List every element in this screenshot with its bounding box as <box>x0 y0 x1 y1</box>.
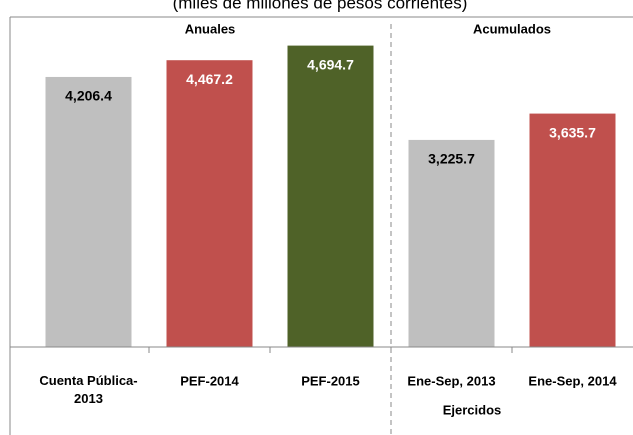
bar <box>408 139 495 347</box>
x-tick-label: PEF-2014 <box>180 373 239 388</box>
x-tick-label: Cuenta Pública- 2013 <box>39 373 137 406</box>
bar <box>287 45 374 348</box>
annotation: Ejercidos <box>443 402 502 417</box>
chart-subtitle: (miles de millones de pesos corrientes) <box>173 0 468 12</box>
x-tick-label-line: Cuenta Pública- <box>39 373 137 388</box>
x-tick-label: Ene-Sep, 2014 <box>528 373 617 388</box>
group-label: Acumulados <box>473 21 551 36</box>
x-tick-label: PEF-2015 <box>301 373 360 388</box>
bar <box>529 113 616 347</box>
bar <box>166 60 253 348</box>
data-label: 4,467.2 <box>186 71 233 87</box>
bar <box>45 76 132 347</box>
x-tick-label: Ene-Sep, 2013 <box>407 373 495 388</box>
group-label: Anuales <box>185 21 236 36</box>
data-label: 3,635.7 <box>549 124 596 140</box>
x-tick-label-line: 2013 <box>74 391 103 406</box>
data-label: 4,694.7 <box>307 56 354 72</box>
data-label: 4,206.4 <box>65 88 112 104</box>
data-label: 3,225.7 <box>428 151 475 167</box>
